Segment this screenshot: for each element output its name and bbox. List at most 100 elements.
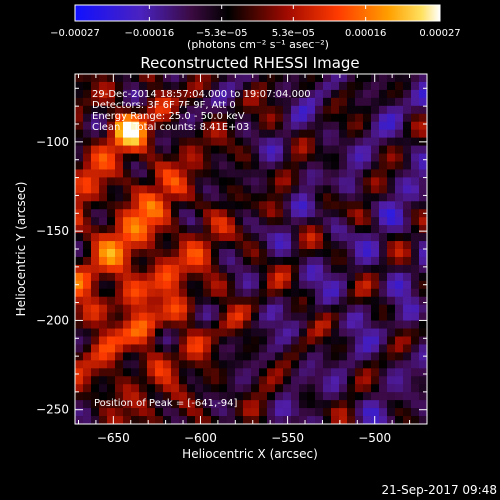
heatmap-cell [123, 233, 132, 242]
heatmap-cell [283, 328, 292, 337]
heatmap-cell [235, 105, 244, 115]
heatmap-cell [387, 201, 396, 210]
heatmap-cell [195, 352, 204, 361]
heatmap-cell [419, 328, 428, 337]
heatmap-cell [203, 113, 212, 123]
heatmap-cell [299, 392, 308, 401]
heatmap-cell [363, 177, 372, 186]
heatmap-cell [179, 376, 188, 385]
heatmap-cell [395, 145, 404, 154]
heatmap-cell [83, 280, 92, 290]
heatmap-cell [331, 241, 340, 250]
heatmap-cell [99, 256, 108, 266]
heatmap-cell [195, 376, 204, 385]
heatmap-cell [371, 81, 380, 91]
heatmap-cell [179, 352, 188, 361]
heatmap-cell [379, 185, 388, 194]
heatmap-cell [259, 121, 268, 130]
heatmap-cell [139, 233, 148, 242]
heatmap-cell [147, 129, 156, 138]
heatmap-cell [75, 328, 84, 337]
heatmap-cell [283, 241, 292, 250]
heatmap-cell [107, 352, 116, 361]
heatmap-cell [291, 217, 300, 226]
heatmap-cell [331, 280, 340, 290]
heatmap-cell [155, 129, 164, 138]
heatmap-cell [235, 193, 244, 202]
heatmap-cell [131, 328, 140, 337]
heatmap-cell [387, 233, 396, 242]
heatmap-cell [323, 360, 332, 369]
heatmap-cell [139, 129, 148, 138]
heatmap-cell [211, 74, 220, 83]
heatmap-cell [267, 185, 276, 194]
heatmap-cell [195, 153, 204, 162]
heatmap-cell [83, 145, 92, 154]
heatmap-cell [123, 312, 132, 321]
heatmap-cell [251, 89, 260, 99]
heatmap-cell [411, 105, 420, 115]
heatmap-cell [211, 225, 220, 234]
heatmap-cell [91, 121, 100, 130]
heatmap-cell [235, 145, 244, 154]
heatmap-cell [371, 241, 380, 250]
heatmap-cell [395, 272, 404, 282]
heatmap-cell [395, 312, 404, 321]
heatmap-cell [379, 392, 388, 401]
heatmap-cell [203, 145, 212, 154]
heatmap-cell [83, 169, 92, 178]
heatmap-cell [291, 121, 300, 130]
heatmap-cell [291, 201, 300, 210]
heatmap-cell [291, 225, 300, 234]
heatmap-cell [211, 280, 220, 290]
heatmap-cell [171, 352, 180, 361]
heatmap-cell [395, 177, 404, 186]
heatmap-cell [211, 400, 220, 409]
heatmap-cell [115, 121, 124, 130]
heatmap-cell [315, 384, 324, 393]
heatmap-cell [131, 400, 140, 409]
heatmap-cell [107, 153, 116, 162]
heatmap-cell [323, 217, 332, 226]
heatmap-cell [307, 81, 316, 91]
heatmap-cell [155, 408, 164, 417]
heatmap-cell [395, 217, 404, 226]
heatmap-cell [235, 296, 244, 305]
heatmap-cell [131, 352, 140, 361]
heatmap-cell [243, 129, 252, 138]
heatmap-cell [323, 81, 332, 91]
heatmap-cell [227, 272, 236, 282]
heatmap-cell [243, 376, 252, 385]
heatmap-cell [307, 264, 316, 274]
heatmap-cell [347, 336, 356, 345]
heatmap-cell [419, 201, 428, 210]
heatmap-cell [219, 185, 228, 194]
heatmap-cell [179, 185, 188, 194]
heatmap-cell [275, 153, 284, 162]
heatmap-cell [267, 217, 276, 226]
heatmap-cell [147, 304, 156, 313]
heatmap-cell [123, 161, 132, 170]
heatmap-cell [251, 81, 260, 91]
heatmap-cell [299, 185, 308, 194]
heatmap-cell [299, 225, 308, 234]
heatmap-cell [339, 312, 348, 321]
heatmap-cell [107, 145, 116, 154]
heatmap-cell [339, 177, 348, 186]
heatmap-cell [211, 392, 220, 401]
heatmap-cell [339, 217, 348, 226]
heatmap-cell [355, 89, 364, 99]
heatmap-cell [363, 272, 372, 282]
heatmap-cell [211, 137, 220, 146]
heatmap-cell [195, 408, 204, 417]
heatmap-cell [323, 280, 332, 290]
heatmap-cell [83, 177, 92, 186]
heatmap-cell [323, 113, 332, 123]
heatmap-cell [251, 280, 260, 290]
heatmap-cell [139, 320, 148, 329]
heatmap-cell [155, 264, 164, 274]
heatmap-cell [163, 161, 172, 170]
heatmap-cell [187, 177, 196, 186]
heatmap-cell [243, 225, 252, 234]
heatmap-cell [115, 209, 124, 218]
